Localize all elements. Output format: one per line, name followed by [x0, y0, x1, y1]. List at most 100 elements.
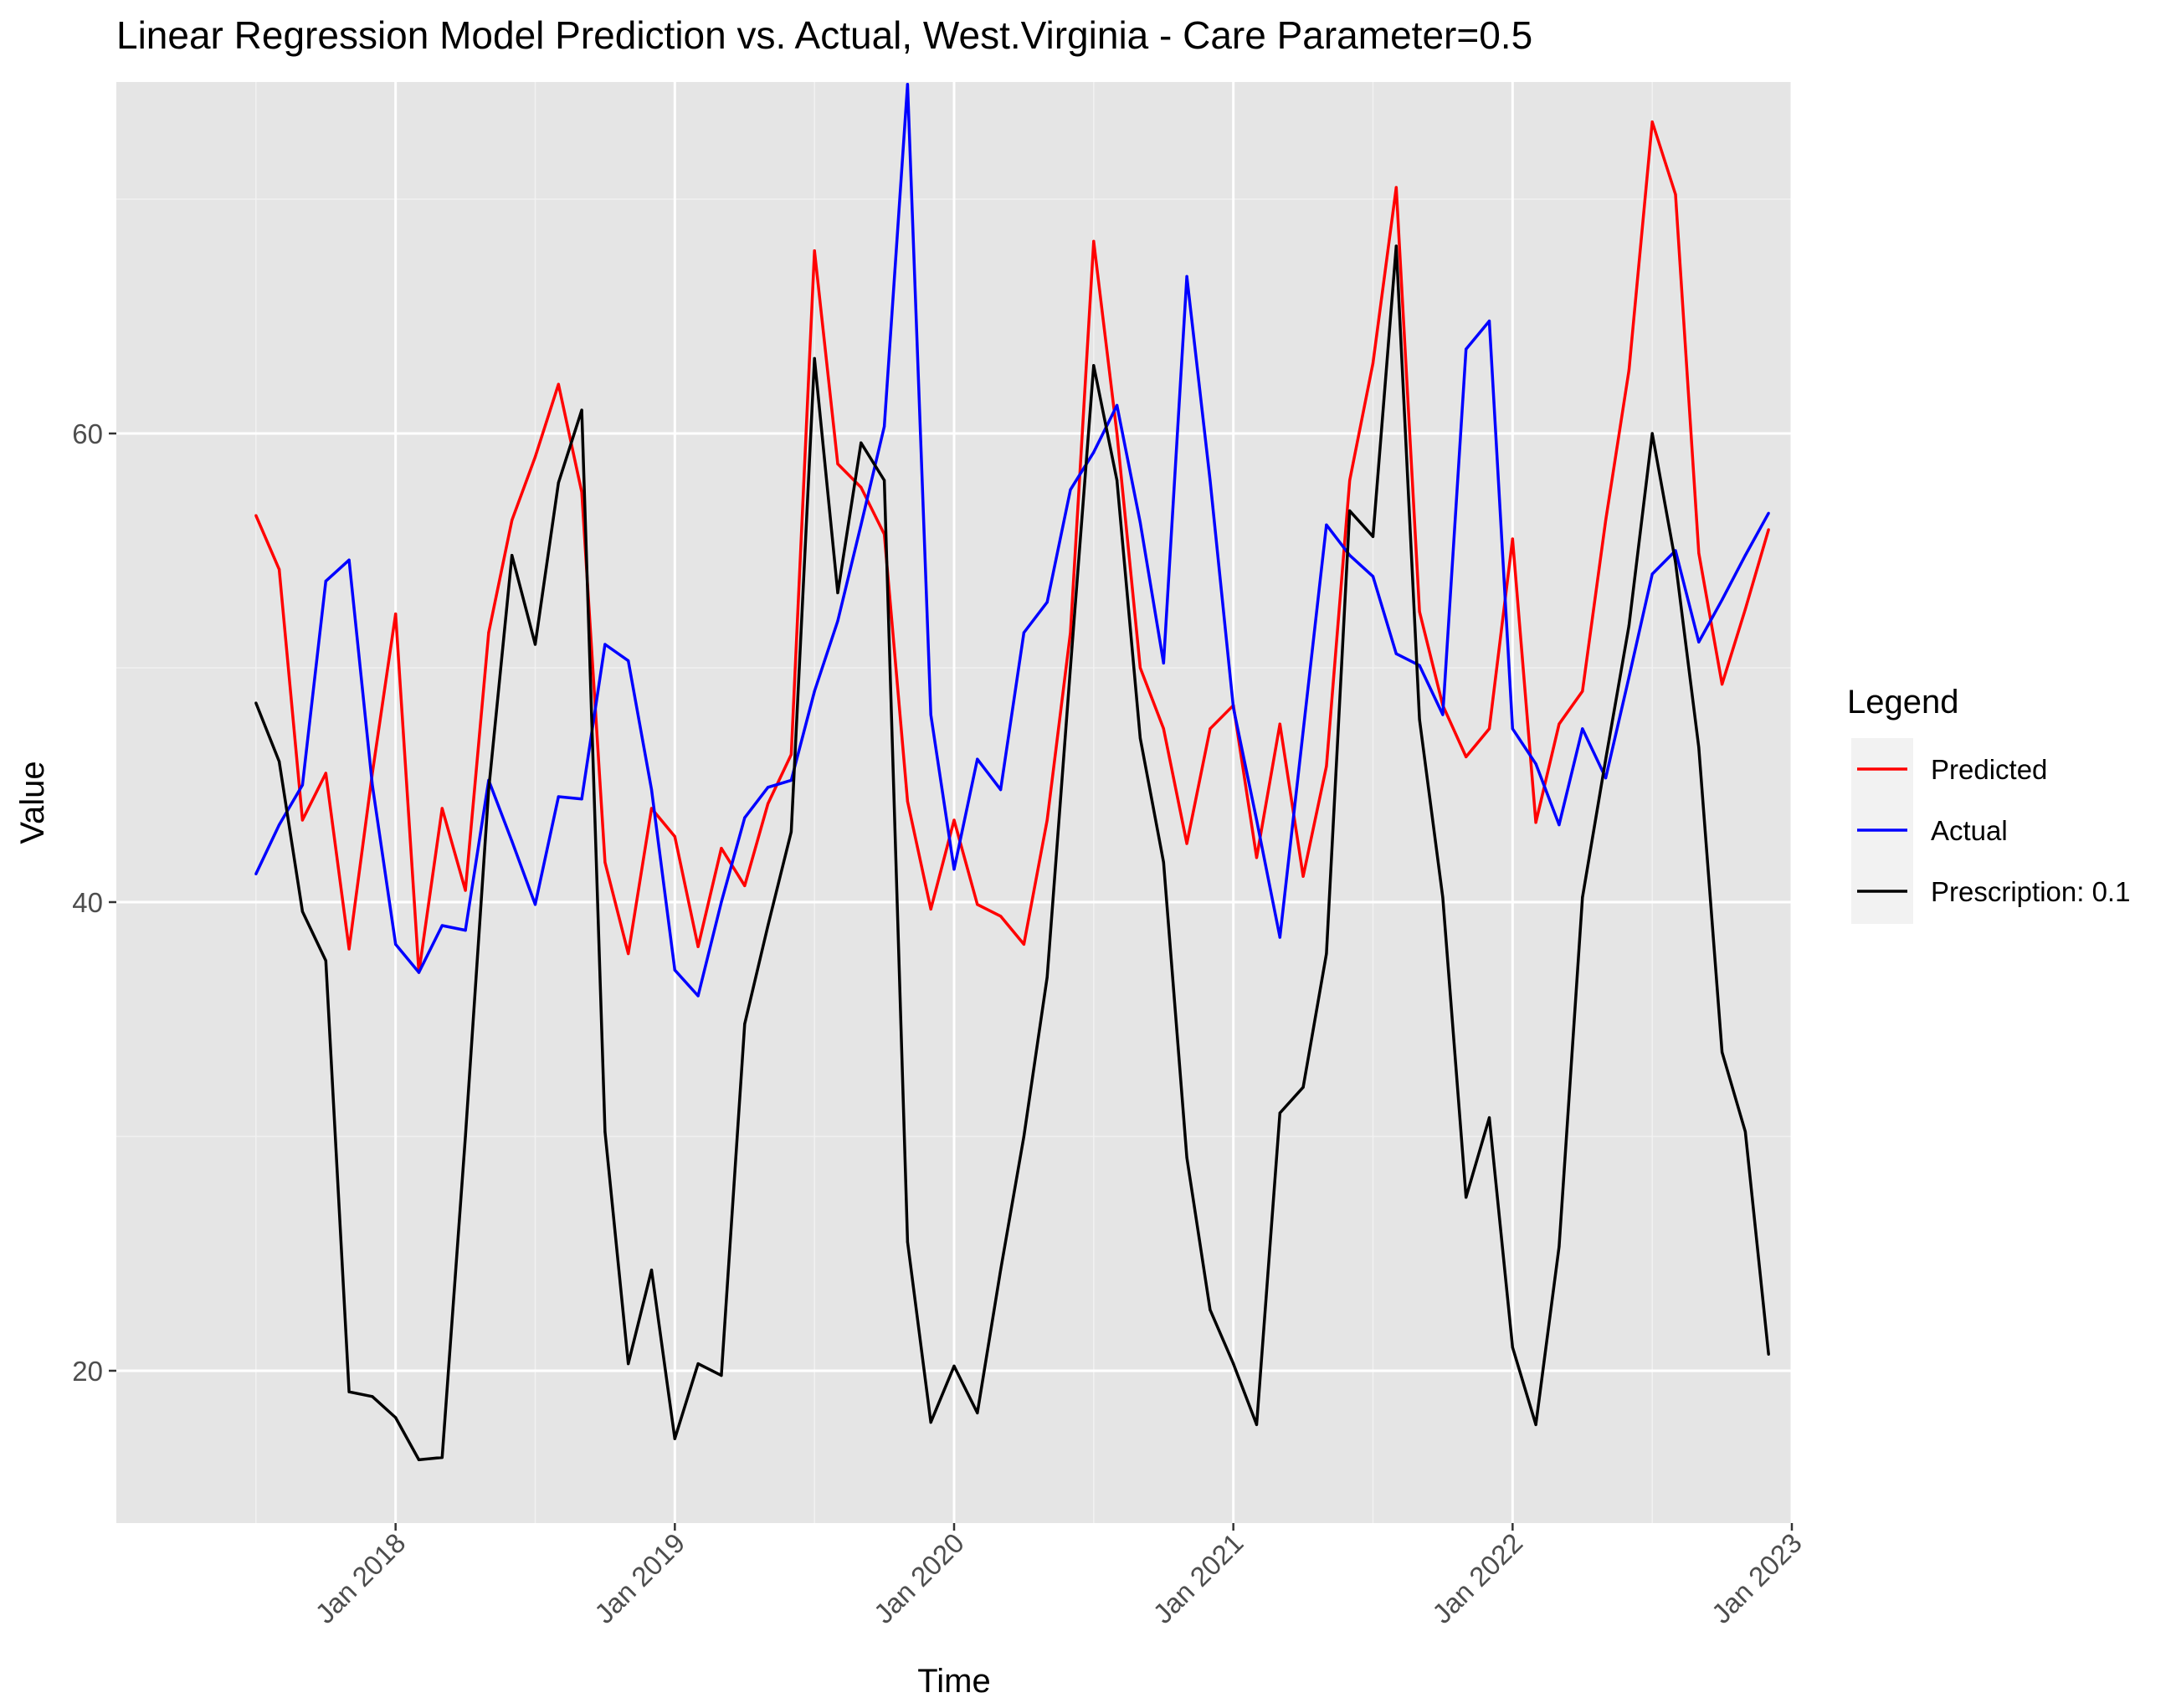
series-point — [836, 619, 839, 623]
series-point — [1162, 661, 1165, 665]
series-point — [952, 818, 956, 822]
series-point — [906, 1240, 909, 1244]
series-point — [696, 1362, 700, 1366]
grid-major — [116, 82, 1794, 1523]
series-point — [1348, 509, 1352, 513]
series-point — [394, 942, 398, 946]
series-point — [1627, 624, 1630, 628]
series-point — [1394, 244, 1398, 248]
series-point — [1116, 403, 1119, 407]
series-point — [347, 947, 351, 951]
series-point — [743, 884, 747, 887]
series-point — [1697, 746, 1701, 749]
x-tick-label: Jan 2021 — [1147, 1527, 1249, 1629]
series-point — [1185, 842, 1188, 845]
series-point — [766, 802, 770, 806]
series-point — [324, 772, 327, 775]
series-point — [1441, 713, 1445, 716]
series-point — [603, 1130, 607, 1133]
series-point — [789, 830, 793, 833]
series-point — [324, 959, 327, 962]
series-point — [1487, 727, 1491, 731]
series-point — [394, 613, 398, 616]
series-point — [627, 659, 630, 663]
series-point — [300, 818, 305, 822]
series-point — [1650, 432, 1654, 435]
series-point — [1162, 860, 1165, 864]
series-point — [906, 83, 909, 86]
series-point — [929, 713, 932, 716]
series-point — [1465, 1196, 1468, 1199]
series-point — [696, 994, 700, 998]
series-point — [952, 868, 956, 871]
series-point — [1092, 450, 1096, 454]
series-point — [1394, 186, 1398, 189]
series-point — [1627, 368, 1630, 372]
series-point — [533, 903, 537, 906]
series-point — [1138, 521, 1142, 525]
series-point — [1232, 706, 1235, 710]
series-point — [1116, 479, 1119, 482]
legend-label: Actual — [1931, 815, 2008, 846]
x-tick-label: Jan 2020 — [868, 1527, 970, 1629]
series-point — [1743, 1130, 1747, 1133]
series-point — [1674, 561, 1677, 564]
series-point — [627, 1362, 630, 1366]
series-point — [580, 408, 583, 412]
series-point — [1325, 523, 1328, 526]
series-point — [1045, 976, 1049, 979]
x-tick-label: Jan 2019 — [588, 1527, 690, 1629]
series-point — [1371, 362, 1375, 365]
series-point — [882, 425, 886, 428]
series-point — [1022, 1135, 1026, 1138]
series-point — [1301, 730, 1305, 733]
series-point — [464, 929, 467, 932]
series-point — [743, 1023, 747, 1026]
series-point — [1092, 364, 1096, 367]
series-point — [1045, 601, 1049, 604]
series-point — [1465, 755, 1468, 759]
series-point — [580, 490, 583, 494]
x-tick-label: Jan 2023 — [1706, 1527, 1808, 1629]
series-point — [999, 788, 1003, 792]
series-point — [417, 1458, 421, 1461]
series-point — [1697, 640, 1701, 644]
legend-title: Legend — [1847, 684, 1958, 721]
series-point — [1767, 1352, 1770, 1356]
series-point — [1301, 875, 1305, 878]
series-point — [649, 1269, 654, 1272]
y-tick-label: 20 — [72, 1356, 103, 1387]
series-point — [1045, 818, 1049, 822]
series-point — [278, 760, 281, 763]
series-point — [1511, 1346, 1514, 1349]
series-point — [533, 643, 537, 646]
series-point — [836, 462, 839, 466]
series-point — [860, 523, 863, 526]
series-point — [511, 554, 514, 557]
y-axis-label: Value — [14, 761, 51, 844]
series-point — [300, 910, 305, 913]
series-point — [1255, 818, 1259, 822]
series-point — [1650, 572, 1654, 576]
series-point — [324, 579, 327, 583]
series-point — [371, 783, 374, 787]
series-point — [1465, 347, 1468, 351]
series-point — [1255, 856, 1259, 859]
series-point — [1185, 1156, 1188, 1159]
series-point — [1092, 239, 1096, 243]
series-point — [1348, 479, 1352, 482]
series-point — [1069, 666, 1072, 669]
series-point — [254, 701, 258, 705]
series-point — [976, 1411, 979, 1414]
x-tick-label: Jan 2022 — [1426, 1527, 1528, 1629]
series-point — [1558, 722, 1561, 726]
series-point — [766, 924, 770, 927]
series-point — [1720, 598, 1724, 602]
series-point — [371, 1395, 374, 1398]
series-point — [254, 872, 258, 875]
series-point — [533, 455, 537, 459]
series-point — [511, 839, 514, 843]
series-line — [254, 244, 1770, 1462]
series-point — [394, 1416, 398, 1419]
series-point — [487, 631, 490, 634]
